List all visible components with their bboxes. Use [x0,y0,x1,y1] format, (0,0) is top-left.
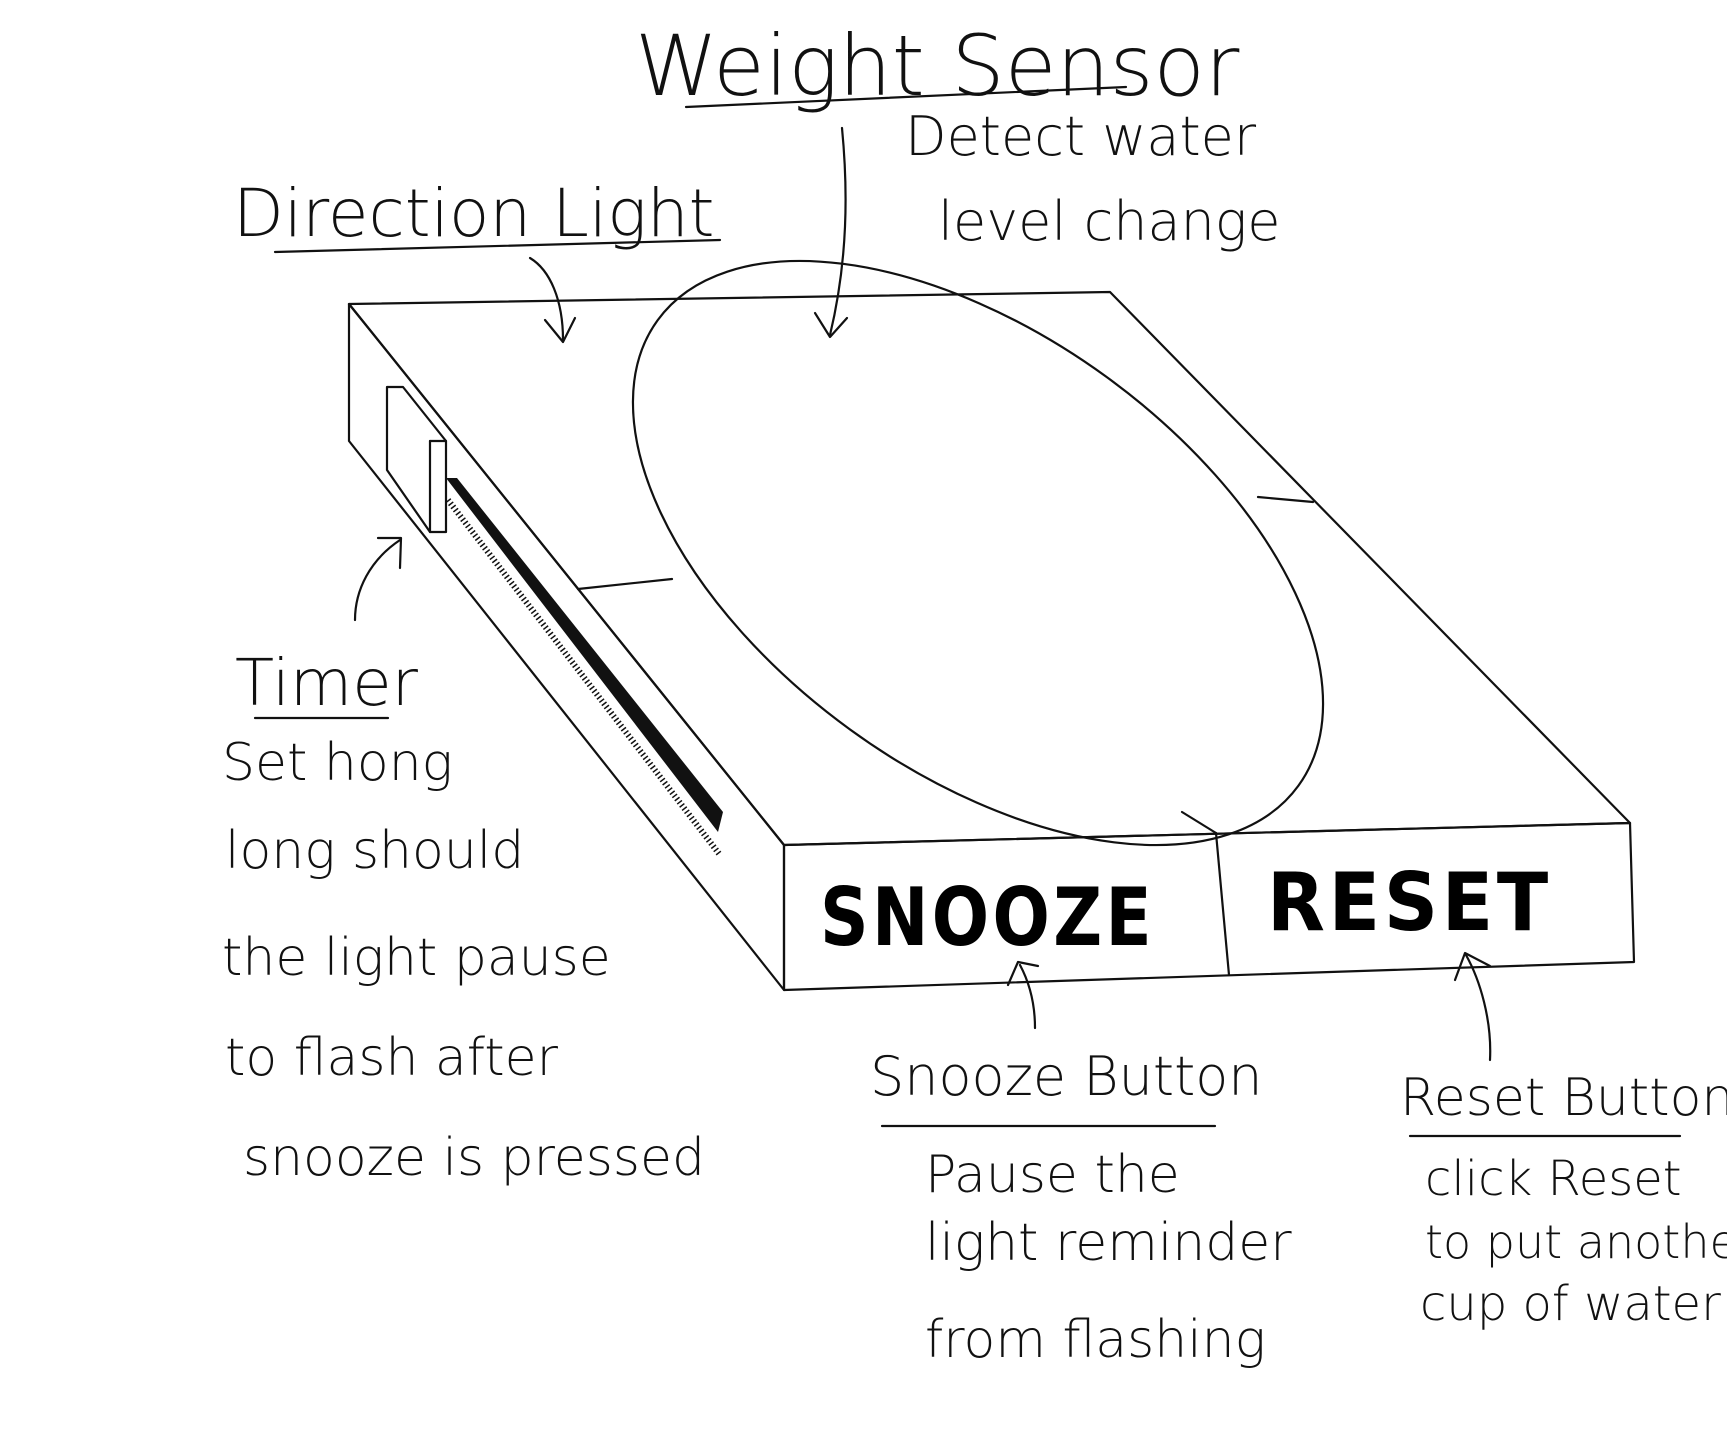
direction-light-title: Direction Light [233,175,715,252]
timer-title: Timer [235,647,419,721]
direction-light-arrow-head [543,316,577,344]
timer-desc-line4: to flash after [225,1028,559,1088]
reset-button-desc-line3: cup of water [1420,1276,1721,1332]
timer-track [446,478,723,832]
reset-button-title: Reset Button [1400,1068,1727,1128]
reset-label[interactable]: RESET [1267,856,1552,949]
timer-arrow [353,538,402,622]
snooze-button-arrow-head [1006,960,1040,987]
weight-sensor-arrow-head [813,311,849,339]
snooze-button-desc-line1: Pause the [925,1145,1180,1205]
timer-desc-line5: snooze is pressed [243,1128,705,1188]
snooze-button-arrow [1018,963,1037,1030]
snooze-button-title: Snooze Button [870,1045,1263,1108]
weight-sensor-plate [631,259,1325,847]
device-top-face [347,290,1632,847]
timer-slider[interactable] [385,385,723,857]
reset-button-desc-line1: click Reset [1425,1151,1682,1207]
device-body [347,290,1636,992]
top-divider-right [1256,495,1315,504]
reset-button-desc-line2: to put another [1425,1215,1727,1269]
timer-track-hatch [445,498,723,857]
timer-desc-line3: the light pause [222,928,611,988]
weight-sensor-arrow [828,126,847,337]
direction-light-arrow [528,256,565,342]
weight-sensor-underline [684,85,1128,109]
timer-desc-line2: long should [225,821,524,881]
weight-sensor-desc-line1: Detect water [905,105,1257,168]
device-front-face [782,821,1636,992]
reset-button-arrow-head [1453,951,1492,982]
snooze-button-desc-line3: from flashing [925,1310,1266,1370]
top-divider-left [576,577,674,591]
snooze-label[interactable]: SNOOZE [820,871,1155,964]
timer-knob[interactable] [385,385,448,534]
weight-sensor-title: Weight Sensor [635,17,1240,115]
direction-light-underline [273,238,722,254]
weight-sensor-desc-line2: level change [938,190,1280,253]
top-divider-front [1180,810,1218,835]
reset-button-arrow [1464,953,1492,1062]
timer-arrow-head [376,536,403,570]
timer-desc-line1: Set hong [222,733,453,793]
snooze-button-desc-line2: light reminder [925,1213,1292,1273]
button-divider [1214,831,1231,977]
